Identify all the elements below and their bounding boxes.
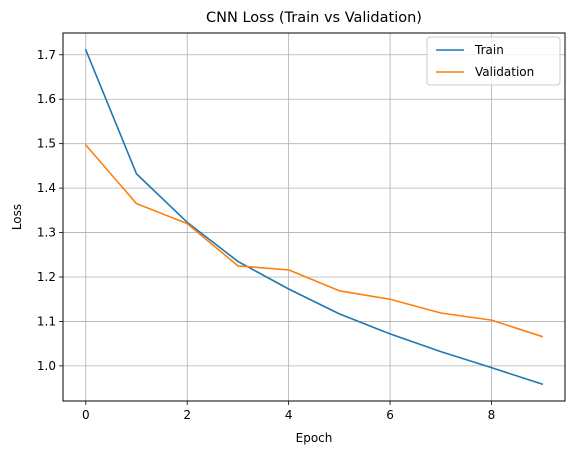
legend-label-validation: Validation — [475, 65, 534, 79]
y-axis-ticks: 1.0 1.1 1.2 1.3 1.4 1.5 1.6 1.7 — [37, 48, 63, 373]
x-axis-ticks: 0 2 4 6 8 — [82, 401, 495, 422]
x-tick-label: 8 — [488, 408, 496, 422]
x-tick-label: 6 — [386, 408, 394, 422]
series-lines — [84, 48, 544, 386]
series-line-validation — [84, 143, 544, 338]
grid-lines — [63, 33, 565, 401]
legend: Train Validation — [426, 36, 561, 86]
y-axis-label: Loss — [10, 204, 24, 230]
y-tick-label: 1.2 — [37, 270, 56, 284]
y-tick-label: 1.0 — [37, 359, 56, 373]
y-tick-label: 1.5 — [37, 137, 56, 151]
series-line-train — [84, 48, 544, 386]
chart-title: CNN Loss (Train vs Validation) — [206, 10, 422, 26]
y-tick-label: 1.1 — [37, 314, 56, 328]
plot-frame — [62, 32, 566, 402]
legend-box — [426, 36, 561, 86]
y-tick-label: 1.7 — [37, 48, 56, 62]
y-tick-label: 1.4 — [37, 181, 56, 195]
x-tick-label: 4 — [285, 408, 293, 422]
y-tick-label: 1.6 — [37, 92, 56, 106]
x-axis-label: Epoch — [296, 431, 333, 445]
legend-label-train: Train — [474, 43, 504, 57]
x-tick-label: 0 — [82, 408, 90, 422]
x-tick-label: 2 — [183, 408, 191, 422]
y-tick-label: 1.3 — [37, 226, 56, 240]
